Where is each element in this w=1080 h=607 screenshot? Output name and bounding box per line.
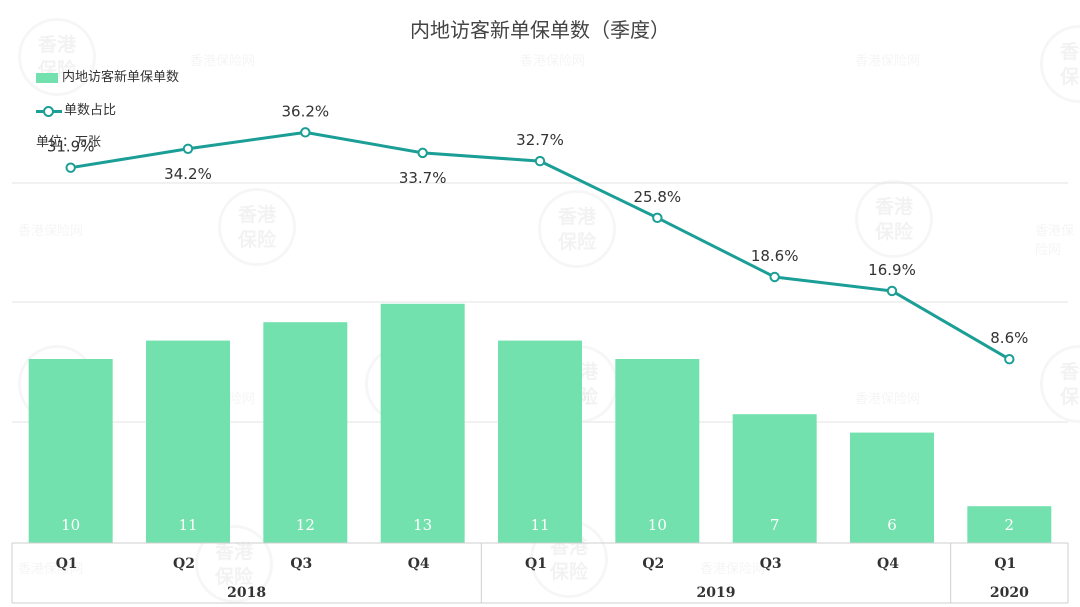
bar-value-label: 11 xyxy=(178,516,197,534)
line-point xyxy=(886,285,898,297)
chart-title: 内地访客新单保单数（季度） xyxy=(410,18,670,42)
bar xyxy=(28,359,113,543)
watermark-text: 香港保险网 xyxy=(1035,220,1080,258)
bar xyxy=(967,506,1052,543)
x-tick-label: Q3 xyxy=(760,556,782,572)
x-tick-label: Q3 xyxy=(290,556,312,572)
x-tick-label: Q1 xyxy=(994,556,1016,572)
bar xyxy=(615,359,700,543)
bar-value-label: 10 xyxy=(61,516,80,534)
bar xyxy=(263,322,348,543)
watermark-logo: 香港保险 xyxy=(18,18,96,96)
line-value-label: 36.2% xyxy=(282,102,330,120)
x-tick-label: Q1 xyxy=(56,556,78,572)
bar-value-label: 13 xyxy=(413,516,432,534)
legend-line-swatch xyxy=(36,105,62,117)
x-group-label: 2018 xyxy=(227,585,266,601)
x-tick-label: Q1 xyxy=(525,556,547,572)
line-point xyxy=(652,212,663,224)
line-value-label: 33.7% xyxy=(399,169,447,187)
unit-label: 单位：万张 xyxy=(36,135,102,150)
line-point xyxy=(1004,354,1015,365)
bar-value-label: 2 xyxy=(1005,516,1015,534)
watermark-logo: 香港保险 xyxy=(538,190,616,268)
bar-value-label: 12 xyxy=(296,516,315,534)
x-tick-label: Q2 xyxy=(642,556,664,572)
watermark-text: 香港保险网 xyxy=(18,220,83,239)
watermark-text: 香港保险网 xyxy=(190,50,255,69)
line-value-label: 32.7% xyxy=(516,131,564,149)
line-value-label: 25.8% xyxy=(634,188,682,206)
watermark-text: 香港保险网 xyxy=(520,50,585,69)
legend-item-bars: 内地访客新单保单数 xyxy=(36,66,179,85)
legend-item-line: 单数占比 xyxy=(36,99,116,118)
bar-value-label: 7 xyxy=(770,516,780,534)
line-value-label: 16.9% xyxy=(868,261,916,279)
bar-value-label: 11 xyxy=(530,516,549,534)
line-point xyxy=(65,162,76,173)
line-value-label: 8.6% xyxy=(990,329,1028,347)
bar xyxy=(850,432,934,543)
bar xyxy=(498,340,582,543)
line-value-label: 31.9% xyxy=(47,138,95,156)
line-value-label: 18.6% xyxy=(751,247,799,265)
line-value-label: 34.2% xyxy=(164,165,212,183)
line-point xyxy=(182,143,194,154)
bar-value-label: 6 xyxy=(887,516,897,534)
bar xyxy=(732,414,817,543)
x-tick-label: Q2 xyxy=(173,556,195,572)
line-point xyxy=(769,271,780,283)
legend-bar-swatch xyxy=(36,72,58,83)
legend-bar-label: 内地访客新单保单数 xyxy=(62,70,180,85)
legend-line-label: 单数占比 xyxy=(64,103,117,118)
watermark-logo: 香港保险 xyxy=(855,180,933,258)
bar-value-label: 10 xyxy=(648,516,667,534)
x-tick-label: Q4 xyxy=(408,556,430,572)
watermark-text: 香港保险网 xyxy=(18,558,83,577)
watermark-logo: 香港保险 xyxy=(218,188,296,266)
watermark-logo: 香港保险 xyxy=(195,525,273,603)
bar xyxy=(380,303,465,543)
line-point xyxy=(534,155,546,167)
line-point xyxy=(417,147,428,159)
line-point xyxy=(300,127,311,138)
watermark-text: 香港保险网 xyxy=(855,388,920,407)
bar xyxy=(146,340,230,543)
watermark-text: 香港保险网 xyxy=(855,50,920,69)
watermark-text: 香港保险网 xyxy=(700,558,765,577)
x-group-label: 2020 xyxy=(990,585,1029,601)
x-group-label: 2019 xyxy=(697,585,736,601)
x-tick-label: Q4 xyxy=(877,556,899,572)
